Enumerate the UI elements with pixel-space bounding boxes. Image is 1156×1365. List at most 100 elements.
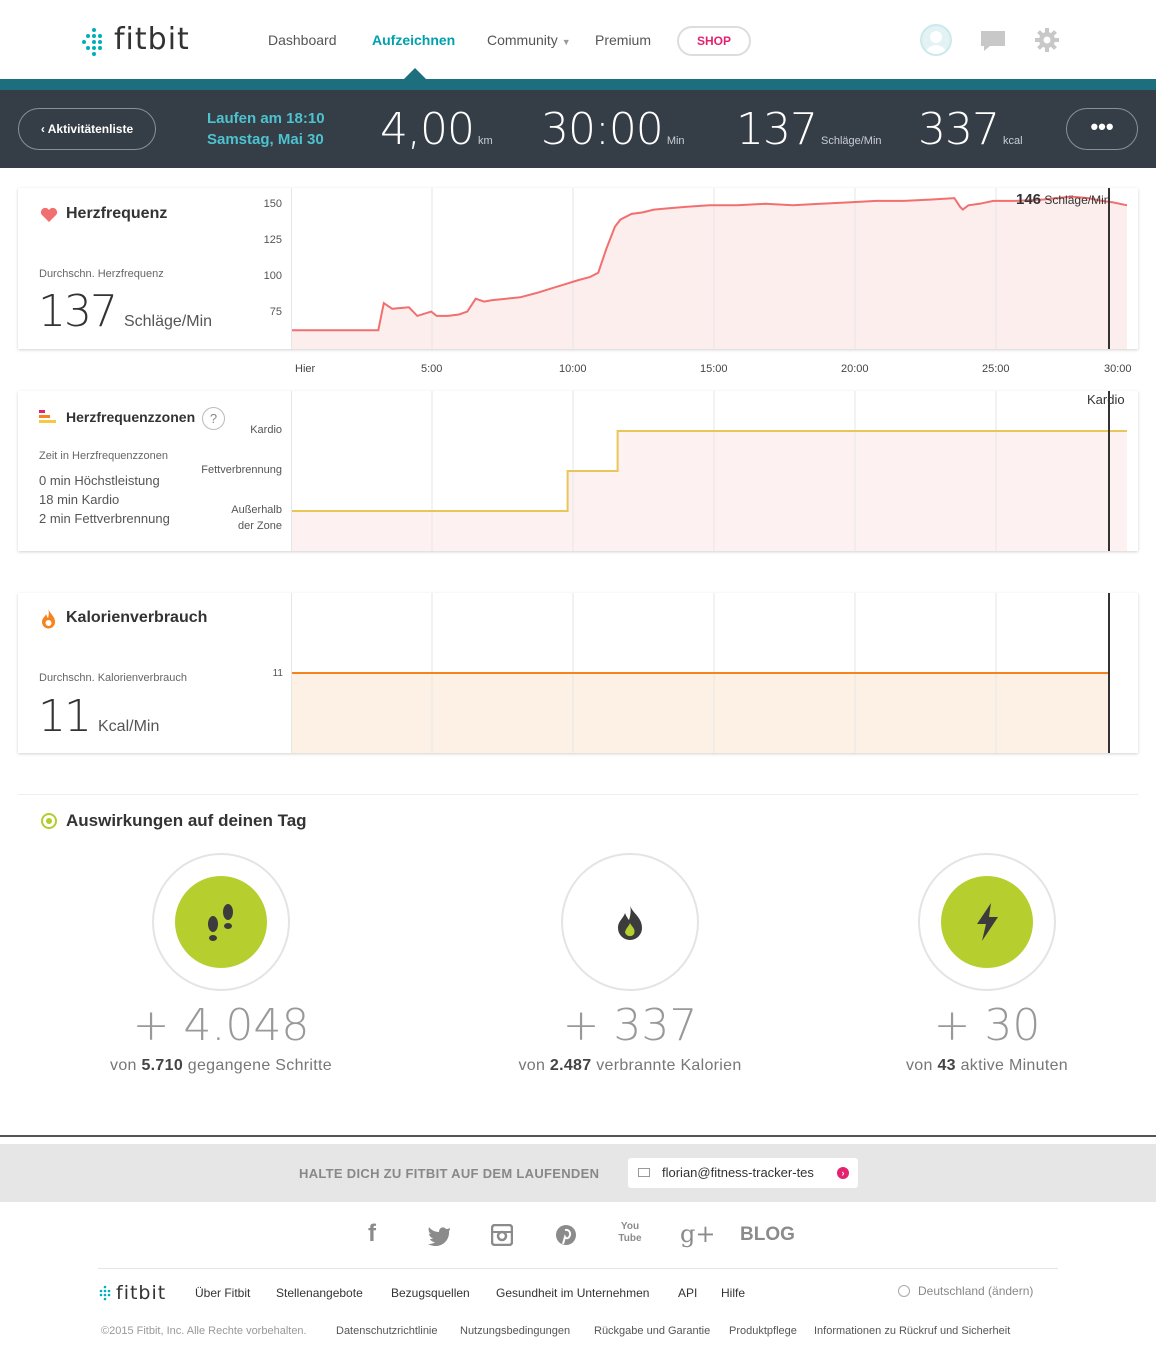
heart-rate-y-tick: 75 [269,306,282,319]
nav-underline [0,79,1156,90]
duration-value: 30:00 [541,104,664,155]
footer-link-retailers[interactable]: Bezugsquellen [391,1286,470,1300]
avatar[interactable] [920,24,952,56]
user-icon [926,31,946,54]
help-icon[interactable]: ? [202,407,225,430]
lightning-icon [977,903,998,941]
calories-total: 2.487 [549,1057,592,1074]
active-minutes-post: aktive Minuten [960,1057,1068,1074]
distance-unit: km [477,135,493,147]
calories-title: Kalorienverbrauch [66,609,208,626]
duration-unit: Min [666,135,685,147]
nav-active-caret [404,68,426,79]
heart-rate-line [292,195,1128,332]
globe-icon [898,1285,910,1297]
google-plus-icon[interactable]: g+ [680,1220,716,1248]
heart-rate-chart [291,188,1128,349]
gear-icon[interactable] [1035,28,1059,52]
activity-time: Laufen am 18:10 [207,110,325,127]
activity-summary-bar: ‹ Aktivitätenliste Laufen am 18:10 Samst… [0,90,1156,168]
country-selector[interactable]: Deutschland (ändern) [898,1284,1033,1298]
newsletter-text: HALTE DICH ZU FITBIT AUF DEM LAUFENDEN [299,1166,600,1181]
active-minutes-summary: von 43 aktive Minuten [807,1057,1156,1075]
newsletter-email-input[interactable]: florian@fitness-tracker-tes › [628,1158,858,1188]
flame-icon [42,609,55,629]
heart-rate-area [292,196,1127,349]
flame-icon [618,905,642,940]
facebook-icon[interactable]: f [368,1220,376,1247]
target-icon [41,813,57,829]
messages-icon[interactable] [980,30,1006,52]
fitbit-logo[interactable]: fitbit [82,22,190,57]
footer-logo[interactable]: fitbit [98,1282,166,1304]
zones-breakdown: 0 min Höchstleistung 18 min Kardio 2 min… [39,471,170,528]
calories-badge [584,876,676,968]
active-minutes-total: 43 [937,1057,956,1074]
time-axis-tick: 25:00 [982,363,1010,375]
nav-community-label: Community [487,32,558,48]
submit-arrow-icon[interactable]: › [837,1167,849,1179]
youtube-icon[interactable]: You Tube [618,1221,642,1244]
heart-rate-y-tick: 150 [263,198,282,211]
heart-rate-cursor-unit: Schläge/Min [1044,193,1111,207]
nav-aufzeichnen[interactable]: Aufzeichnen [372,32,456,48]
avg-heart-rate-label: Durchschn. Herzfrequenz [39,268,164,280]
back-to-activity-list-button[interactable]: ‹ Aktivitätenliste [18,108,156,150]
steps-total: 5.710 [141,1057,184,1074]
heart-icon [40,207,58,222]
calories-gain: + 337 [562,1000,698,1051]
more-options-button[interactable]: ••• [1066,108,1138,150]
footer-separator [98,1268,1058,1269]
nav-premium[interactable]: Premium [595,32,652,48]
calories-chart [291,593,1110,753]
chevron-left-icon: ‹ [40,122,45,136]
footer-link-api[interactable]: API [678,1286,698,1300]
zones-cursor-label: Kardio [1087,392,1125,407]
fitbit-logo-icon [82,26,106,56]
chevron-down-icon: ▼ [561,37,571,47]
zone-label-cardio: Kardio [250,424,282,436]
pinterest-icon[interactable] [555,1224,577,1246]
zones-area [292,431,1127,551]
twitter-icon[interactable] [427,1226,451,1246]
footer-logo-text: fitbit [116,1282,167,1304]
time-axis-tick: 20:00 [841,363,869,375]
nav-community[interactable]: Community ▼ [487,32,571,48]
zone-label-outside: Außerhalb [231,504,282,516]
zone-peak-minutes: 0 min Höchstleistung [39,473,160,488]
footer-link-jobs[interactable]: Stellenangebote [276,1286,363,1300]
instagram-icon[interactable] [491,1224,513,1246]
legal-terms[interactable]: Nutzungsbedingungen [460,1325,571,1337]
steps-pre: von [110,1057,137,1074]
activity-date: Samstag, Mai 30 [207,131,324,148]
distance-stat: 4,00 km [380,104,493,155]
steps-gain: + 4.048 [132,1000,310,1051]
footer-link-about[interactable]: Über Fitbit [195,1286,251,1300]
avg-heart-rate-unit: Schläge/Min [123,313,213,330]
zone-fatburn-minutes: 2 min Fettverbrennung [39,511,170,526]
heart-rate-title: Herzfrequenz [66,205,168,222]
blog-link[interactable]: BLOG [740,1224,795,1245]
shop-button[interactable]: SHOP [677,26,751,56]
footsteps-icon [208,904,233,941]
calories-stat: 337 kcal [918,104,1023,155]
calories-y-tick: 11 [272,668,283,679]
legal-privacy[interactable]: Datenschutzrichtlinie [336,1325,438,1337]
legal-returns[interactable]: Rückgabe und Garantie [594,1325,711,1337]
heart-rate-y-tick: 125 [263,234,282,247]
avg-heart-rate-number: 137 [38,286,118,337]
nav-dashboard[interactable]: Dashboard [268,32,337,48]
calories-value: 337 [918,104,1000,155]
newsletter-email-value: florian@fitness-tracker-tes [662,1165,814,1180]
footer-link-help[interactable]: Hilfe [721,1286,746,1300]
calories-unit: kcal [1002,135,1023,147]
zones-time-label: Zeit in Herzfrequenzzonen [39,450,169,462]
newsletter-bar: HALTE DICH ZU FITBIT AUF DEM LAUFENDEN f… [0,1144,1156,1202]
legal-recall[interactable]: Informationen zu Rückruf und Sicherheit [814,1325,1011,1337]
calories-ring [561,853,699,991]
active-minutes-badge [941,876,1033,968]
legal-product-care[interactable]: Produktpflege [729,1325,797,1337]
calories-pre: von [518,1057,546,1074]
distance-value: 4,00 [380,104,475,155]
footer-link-corporate-health[interactable]: Gesundheit im Unternehmen [496,1286,650,1300]
